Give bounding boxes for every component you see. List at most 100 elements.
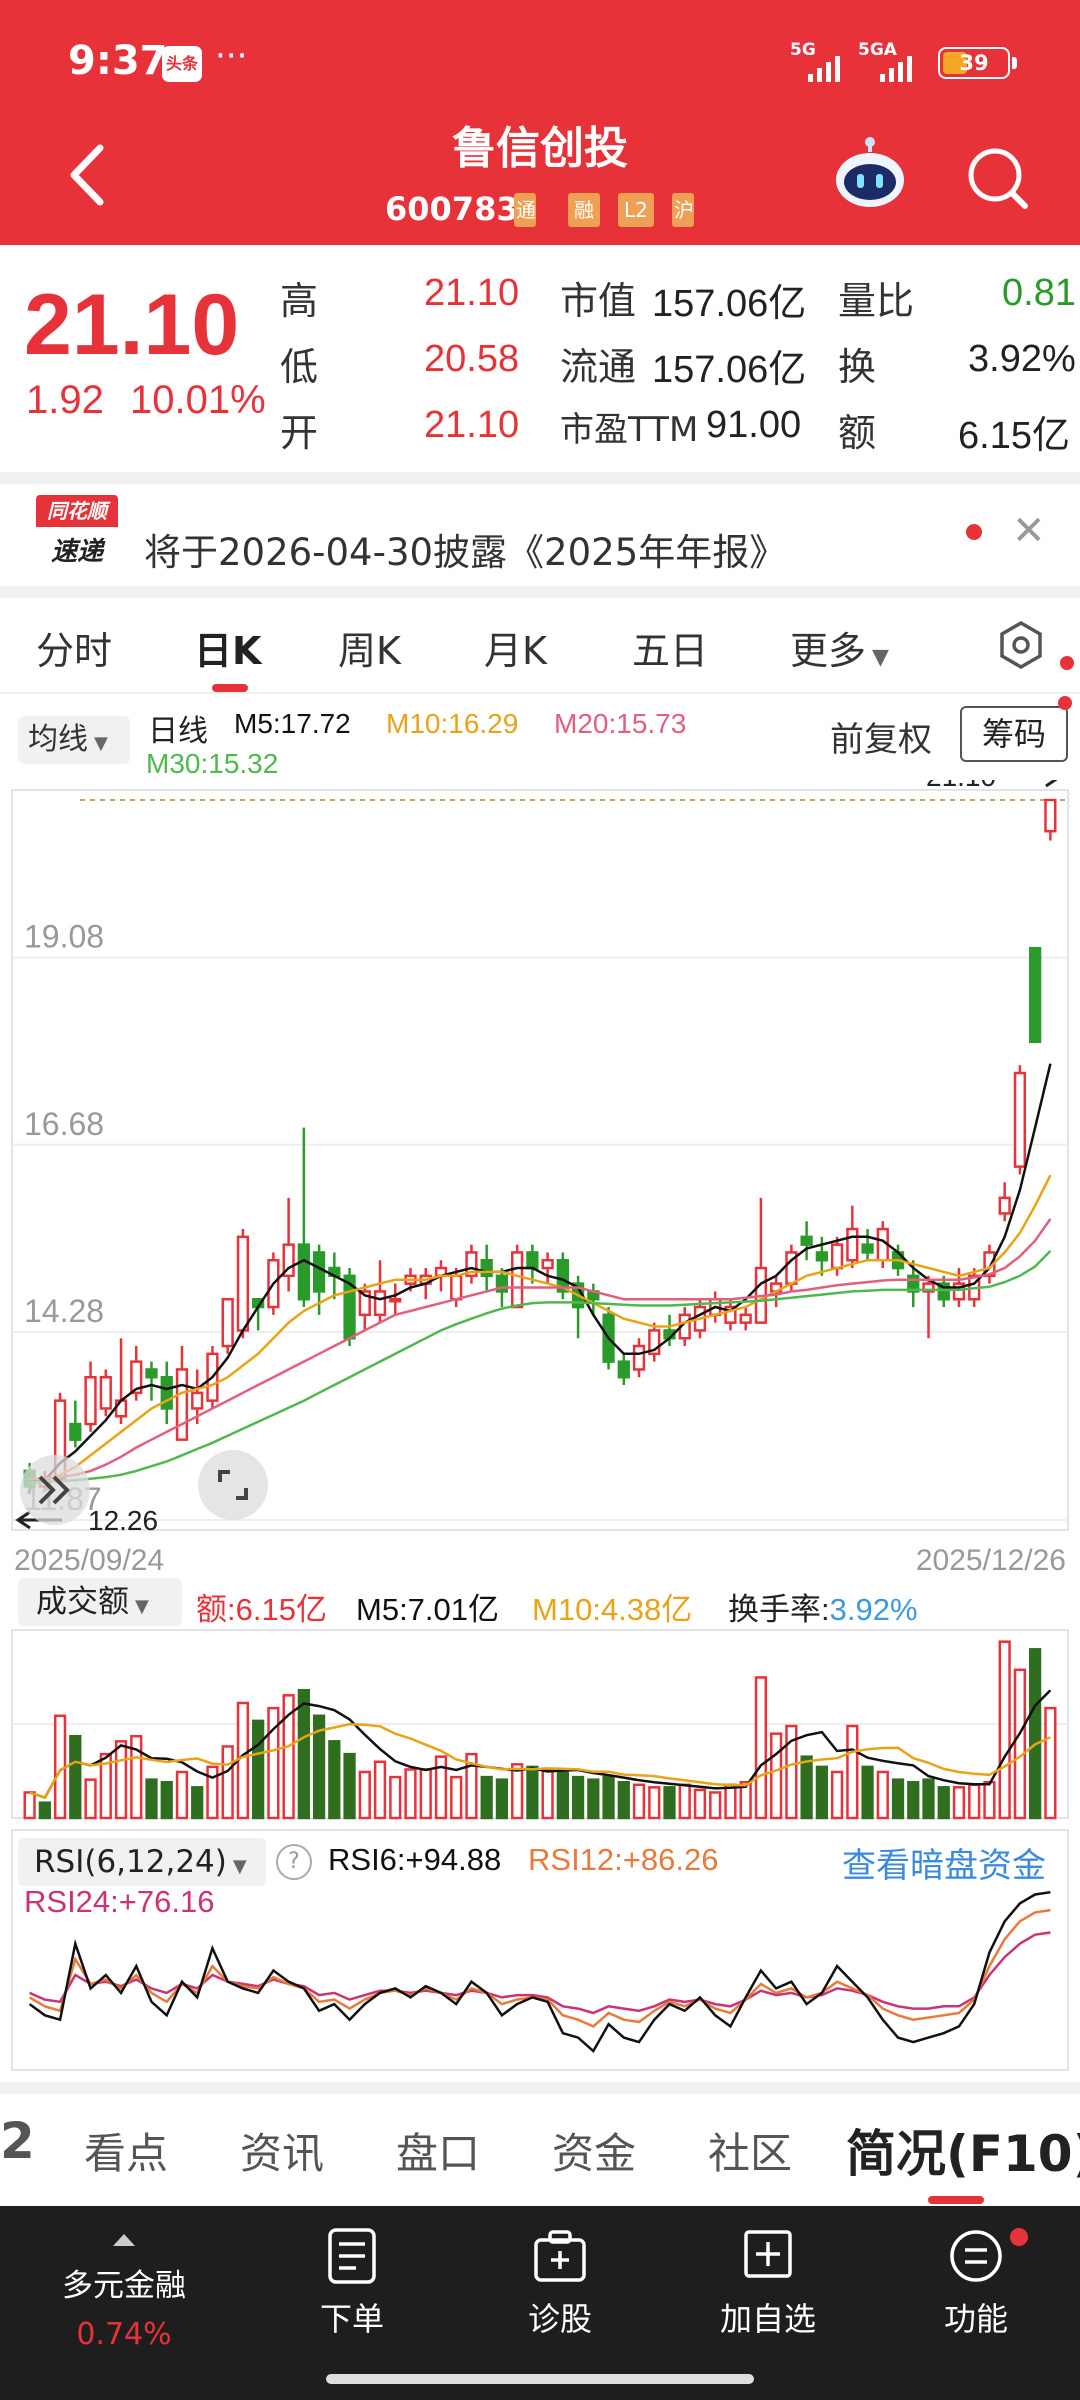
tab-f10-overview[interactable]: 简况(F10) bbox=[846, 2125, 1080, 2183]
tab-order-book[interactable]: 盘口 bbox=[396, 2129, 481, 2178]
home-indicator[interactable] bbox=[326, 2374, 754, 2384]
candle-body bbox=[648, 1329, 661, 1356]
functions-button[interactable]: 功能 bbox=[896, 2226, 1056, 2340]
volume-bar bbox=[373, 1760, 387, 1820]
volume-bar bbox=[526, 1765, 539, 1820]
help-icon[interactable]: ? bbox=[276, 1844, 312, 1880]
tab-community[interactable]: 社区 bbox=[708, 2129, 793, 2178]
search-button[interactable] bbox=[965, 145, 1031, 211]
add-watchlist-button[interactable]: 加自选 bbox=[688, 2226, 848, 2340]
tab-more[interactable]: 更多 ▼ bbox=[790, 629, 889, 673]
candle-body bbox=[297, 1243, 310, 1301]
diagnose-stock-button[interactable]: 诊股 bbox=[480, 2226, 640, 2340]
candle-body bbox=[830, 1243, 844, 1270]
volume-bar bbox=[922, 1778, 935, 1820]
candle-body bbox=[236, 1235, 250, 1332]
volume-bar bbox=[221, 1745, 234, 1820]
volume-bar bbox=[937, 1786, 950, 1820]
tab-daily-k[interactable]: 日K bbox=[194, 629, 262, 673]
candle-body bbox=[99, 1375, 112, 1410]
volume-bar bbox=[480, 1775, 493, 1820]
volume-bar bbox=[785, 1724, 798, 1820]
volume-bar bbox=[53, 1714, 67, 1820]
caret-down-icon: ▼ bbox=[135, 1596, 149, 1617]
volume-bar bbox=[617, 1780, 630, 1820]
tab-highlights[interactable]: 看点 bbox=[84, 2129, 169, 2178]
ma-select[interactable]: 均线 ▼ bbox=[18, 716, 130, 764]
volume-bar bbox=[1044, 1706, 1057, 1820]
chip-distribution-button[interactable]: 筹码 bbox=[960, 706, 1068, 762]
volume-bar bbox=[267, 1706, 280, 1820]
candle-body bbox=[952, 1282, 966, 1301]
amount-label: 额:6.15亿 bbox=[196, 1592, 327, 1627]
volume-bar bbox=[419, 1768, 432, 1820]
min-price-label: 12.26 bbox=[88, 1505, 158, 1536]
volume-bar bbox=[206, 1765, 219, 1820]
volume-bar bbox=[511, 1763, 524, 1820]
sector-button[interactable]: 多元金融 0.74% bbox=[44, 2226, 204, 2352]
fullscreen-button[interactable] bbox=[198, 1450, 268, 1520]
fullscreen-icon bbox=[218, 1470, 248, 1500]
ma-line-m10 bbox=[29, 1174, 1052, 1480]
tab-intraday[interactable]: 分时 bbox=[36, 629, 113, 673]
search-icon bbox=[968, 148, 1028, 209]
volume-bar bbox=[312, 1714, 326, 1820]
candle-body bbox=[861, 1243, 874, 1254]
adjust-label[interactable]: 前复权 bbox=[830, 720, 932, 760]
period-label: 日线 bbox=[148, 715, 208, 748]
status-bar: 9:37 头条 ··· 5G 5GA 39 bbox=[0, 0, 1080, 120]
caret-down-icon: ▼ bbox=[94, 733, 108, 754]
market-cap-value: 157.06亿 bbox=[652, 283, 807, 325]
place-order-button[interactable]: 下单 bbox=[272, 2226, 432, 2340]
header bbox=[0, 0, 1080, 245]
tab-funds[interactable]: 资金 bbox=[552, 2129, 637, 2178]
back-button[interactable] bbox=[56, 140, 116, 210]
volume-bar bbox=[739, 1780, 752, 1820]
tab-news[interactable]: 资讯 bbox=[240, 2129, 325, 2178]
rsi-line-rsi12 bbox=[28, 1908, 1051, 2028]
ai-assistant-button[interactable] bbox=[830, 136, 910, 212]
price-change: 1.92 bbox=[26, 378, 104, 422]
rsi-line-rsi24 bbox=[29, 1931, 1051, 2015]
volume-bar bbox=[130, 1734, 143, 1820]
candle-body bbox=[511, 1251, 524, 1309]
close-icon[interactable]: ✕ bbox=[1012, 508, 1046, 554]
double-chevron-right-icon bbox=[38, 1475, 70, 1505]
y-tick-label: 19.08 bbox=[24, 919, 104, 955]
volume-bar bbox=[99, 1752, 112, 1820]
candle-body bbox=[617, 1360, 630, 1379]
amount-label: 额 bbox=[838, 411, 877, 455]
volume-bar bbox=[1029, 1648, 1042, 1820]
announcement-text[interactable]: 将于2026-04-30披露《2025年年报》 bbox=[144, 531, 787, 574]
rsi-indicator-select[interactable]: RSI(6,12,24) ▼ bbox=[18, 1838, 266, 1886]
volume-bar bbox=[663, 1786, 676, 1820]
volume-bar bbox=[891, 1778, 905, 1820]
tab-partial[interactable]: 2 bbox=[0, 2112, 35, 2170]
expand-left-button[interactable] bbox=[20, 1455, 90, 1525]
candle-body bbox=[1013, 1071, 1027, 1168]
candle-body bbox=[815, 1251, 828, 1262]
dark-pool-link[interactable]: 查看暗盘资金 bbox=[842, 1846, 1046, 1886]
ma-line-m20 bbox=[29, 1218, 1052, 1480]
candle-body bbox=[998, 1196, 1011, 1215]
stock-charts: 19.0816.6814.2811.8721.1012.262025/09/24… bbox=[11, 780, 1069, 2071]
tab-weekly-k[interactable]: 周K bbox=[338, 629, 401, 673]
candle-body bbox=[312, 1251, 326, 1293]
tab-monthly-k[interactable]: 月K bbox=[484, 629, 547, 673]
candle-body bbox=[465, 1251, 478, 1278]
candle-body bbox=[907, 1274, 920, 1293]
chart-settings-button[interactable] bbox=[996, 620, 1046, 670]
tab-five-day[interactable]: 五日 bbox=[632, 629, 709, 673]
candle-body bbox=[282, 1243, 295, 1278]
volume-bar bbox=[815, 1765, 828, 1820]
active-tab-indicator bbox=[212, 684, 248, 692]
ths-express-logo: 同花顺 速递 bbox=[36, 495, 118, 567]
volume-bar bbox=[952, 1786, 966, 1820]
candle-body bbox=[1029, 946, 1042, 1044]
candle-body bbox=[632, 1344, 646, 1371]
add-watchlist-icon bbox=[744, 2230, 792, 2278]
y-tick-label: 14.28 bbox=[24, 1293, 104, 1329]
float-cap-label: 流通 bbox=[560, 345, 637, 389]
volume-indicator-select[interactable]: 成交额 ▼ bbox=[18, 1578, 182, 1626]
turnover-label: 换 bbox=[838, 345, 877, 389]
